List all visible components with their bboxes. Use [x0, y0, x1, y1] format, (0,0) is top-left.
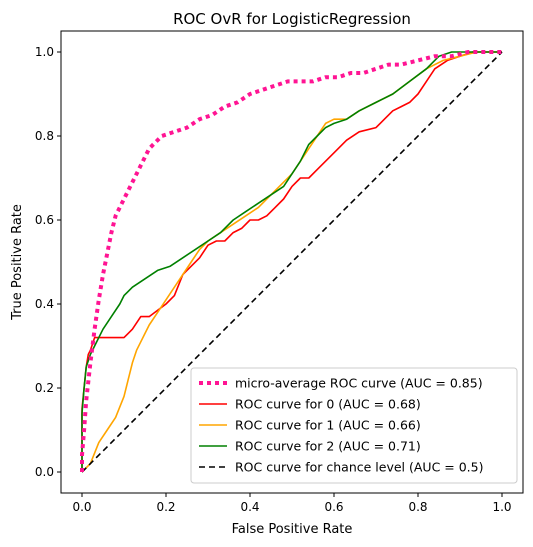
x-tick-label: 0.4 — [240, 500, 259, 514]
series-line-1 — [81, 51, 502, 472]
legend-frame — [190, 367, 518, 484]
series-line-4 — [81, 51, 503, 473]
series-group — [80, 50, 503, 473]
x-tick-label: 0.2 — [156, 500, 175, 514]
x-tick-label: 0.6 — [324, 500, 343, 514]
axis-ticks: 0.0 0.2 0.4 0.6 0.8 1.0 0.0 0.2 0.4 0.6 0.8 1.0 — [35, 45, 512, 514]
legend: micro-average ROC curve (AUC = 0.85) ROC … — [190, 367, 518, 484]
y-axis-label: True Positive Rate — [10, 204, 25, 321]
x-axis-label: False Positive Rate — [232, 522, 353, 537]
x-tick-label: 0.0 — [72, 500, 91, 514]
y-tick-label: 0.6 — [35, 213, 54, 227]
y-tick-label: 0.0 — [35, 465, 54, 479]
chart-title: ROC OvR for LogisticRegression — [173, 10, 411, 28]
legend-label-2: ROC curve for 1 (AUC = 0.66) — [235, 418, 421, 433]
legend-label-1: ROC curve for 0 (AUC = 0.68) — [235, 397, 421, 412]
y-tick-label: 1.0 — [35, 45, 54, 59]
plot-area-frame — [60, 30, 524, 494]
series-line-3 — [81, 51, 502, 472]
x-tick-label: 0.8 — [408, 500, 427, 514]
legend-label-4: ROC curve for chance level (AUC = 0.5) — [235, 460, 483, 475]
y-tick-label: 0.4 — [35, 297, 54, 311]
legend-label-0: micro-average ROC curve (AUC = 0.85) — [235, 376, 483, 391]
legend-label-3: ROC curve for 2 (AUC = 0.71) — [235, 439, 421, 454]
y-tick-label: 0.8 — [35, 129, 54, 143]
x-tick-label: 1.0 — [492, 500, 511, 514]
y-tick-label: 0.2 — [35, 381, 54, 395]
